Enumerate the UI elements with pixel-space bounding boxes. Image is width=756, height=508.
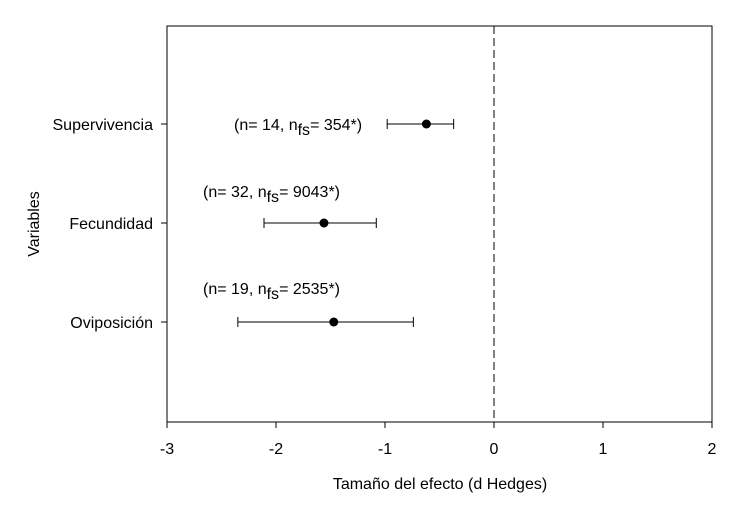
row-2: Oviposición (n= 19, nfs= 2535*)	[70, 281, 414, 332]
x-tick-label: 2	[708, 441, 717, 458]
effect-point	[421, 119, 431, 129]
row-annotation: (n= 19, nfs= 2535*)	[203, 281, 340, 303]
x-tick-label: 1	[599, 441, 608, 458]
annotation-prefix: (n= 19, n	[203, 281, 267, 298]
y-tick-label: Supervivencia	[53, 117, 154, 134]
x-axis-label: Tamaño del efecto (d Hedges)	[333, 476, 547, 493]
effect-point	[329, 317, 339, 327]
x-tick-label: -2	[269, 441, 283, 458]
annotation-suffix: = 354*)	[310, 117, 362, 134]
row-annotation: (n= 14, nfs= 354*)	[234, 117, 362, 139]
annotation-prefix: (n= 14, n	[234, 117, 298, 134]
plot-frame	[166, 25, 713, 423]
y-tick-label: Oviposición	[70, 315, 153, 332]
x-tick-label: -3	[160, 441, 174, 458]
annotation-subscript: fs	[298, 122, 310, 139]
annotation-subscript: fs	[267, 189, 279, 206]
annotation-prefix: (n= 32, n	[203, 184, 267, 201]
x-tick-label: -1	[378, 441, 392, 458]
annotation-subscript: fs	[267, 286, 279, 303]
y-axis-label: Variables	[26, 191, 43, 257]
row-0: Supervivencia (n= 14, nfs= 354*)	[53, 117, 455, 139]
row-annotation: (n= 32, nfs= 9043*)	[203, 184, 340, 206]
y-tick-label: Fecundidad	[69, 216, 153, 233]
effect-point	[319, 218, 329, 228]
annotation-suffix: = 2535*)	[279, 281, 340, 298]
annotation-suffix: = 9043*)	[279, 184, 340, 201]
row-1: Fecundidad (n= 32, nfs= 9043*)	[69, 184, 377, 233]
x-tick-label: 0	[490, 441, 499, 458]
